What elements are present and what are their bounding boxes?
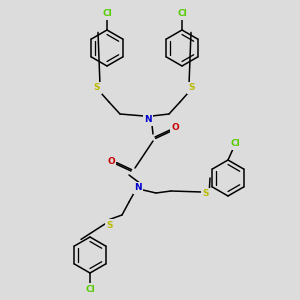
Text: Cl: Cl xyxy=(85,284,95,293)
Text: S: S xyxy=(94,83,100,92)
Text: S: S xyxy=(107,220,113,230)
Text: Cl: Cl xyxy=(230,140,240,148)
Text: O: O xyxy=(171,124,179,133)
Text: S: S xyxy=(203,190,209,199)
Text: Cl: Cl xyxy=(177,10,187,19)
Text: N: N xyxy=(134,184,142,193)
Text: O: O xyxy=(107,158,115,166)
Text: Cl: Cl xyxy=(102,10,112,19)
Text: S: S xyxy=(189,83,195,92)
Text: N: N xyxy=(144,116,152,124)
